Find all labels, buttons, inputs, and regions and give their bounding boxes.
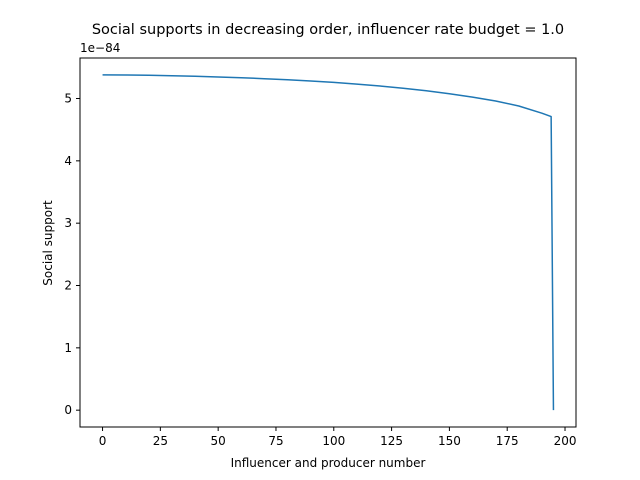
x-tick-label: 0 <box>99 434 107 448</box>
y-tick-label: 1 <box>64 341 72 355</box>
x-axis-ticks: 0 25 50 75 100 125 150 175 200 <box>99 427 577 448</box>
chart-title: Social supports in decreasing order, inf… <box>92 22 564 38</box>
x-tick-label: 75 <box>268 434 283 448</box>
series-line-0 <box>102 74 555 411</box>
x-tick-label: 200 <box>554 434 577 448</box>
y-offset-label: 1e−84 <box>80 41 120 55</box>
y-axis-ticks: 0 1 2 3 4 5 <box>64 92 80 417</box>
y-tick-label: 3 <box>64 216 72 230</box>
x-tick-label: 100 <box>322 434 345 448</box>
plot-area <box>102 74 555 411</box>
x-tick-label: 50 <box>211 434 226 448</box>
y-axis-label: Social support <box>41 200 55 286</box>
x-tick-label: 150 <box>438 434 461 448</box>
x-axis-label: Influencer and producer number <box>231 456 426 470</box>
y-tick-label: 4 <box>64 154 72 168</box>
plot-frame <box>79 57 577 428</box>
y-tick-label: 2 <box>64 279 72 293</box>
x-tick-label: 175 <box>496 434 519 448</box>
x-tick-label: 25 <box>153 434 168 448</box>
y-tick-label: 5 <box>64 92 72 106</box>
x-tick-label: 125 <box>380 434 403 448</box>
y-tick-label: 0 <box>64 403 72 417</box>
